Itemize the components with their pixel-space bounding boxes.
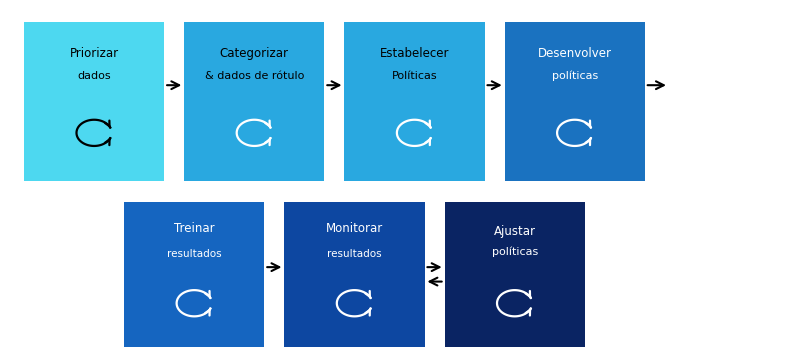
Text: resultados: resultados bbox=[327, 249, 382, 259]
Text: dados: dados bbox=[78, 71, 111, 81]
Text: Estabelecer: Estabelecer bbox=[380, 47, 449, 60]
Bar bbox=[124, 202, 264, 347]
Text: políticas: políticas bbox=[552, 70, 598, 81]
Text: Políticas: Políticas bbox=[392, 71, 437, 81]
Text: resultados: resultados bbox=[167, 249, 222, 259]
Bar bbox=[284, 202, 425, 347]
Bar bbox=[344, 22, 485, 180]
Text: Categorizar: Categorizar bbox=[219, 47, 289, 60]
Text: Monitorar: Monitorar bbox=[326, 222, 383, 235]
Text: Ajustar: Ajustar bbox=[493, 225, 536, 238]
Text: Priorizar: Priorizar bbox=[70, 47, 119, 60]
Text: políticas: políticas bbox=[492, 246, 537, 257]
Bar bbox=[24, 22, 164, 180]
Text: Desenvolver: Desenvolver bbox=[537, 47, 612, 60]
Text: Treinar: Treinar bbox=[174, 222, 215, 235]
Bar bbox=[445, 202, 585, 347]
Bar bbox=[505, 22, 645, 180]
Text: & dados de rótulo: & dados de rótulo bbox=[204, 71, 304, 81]
Bar bbox=[184, 22, 324, 180]
